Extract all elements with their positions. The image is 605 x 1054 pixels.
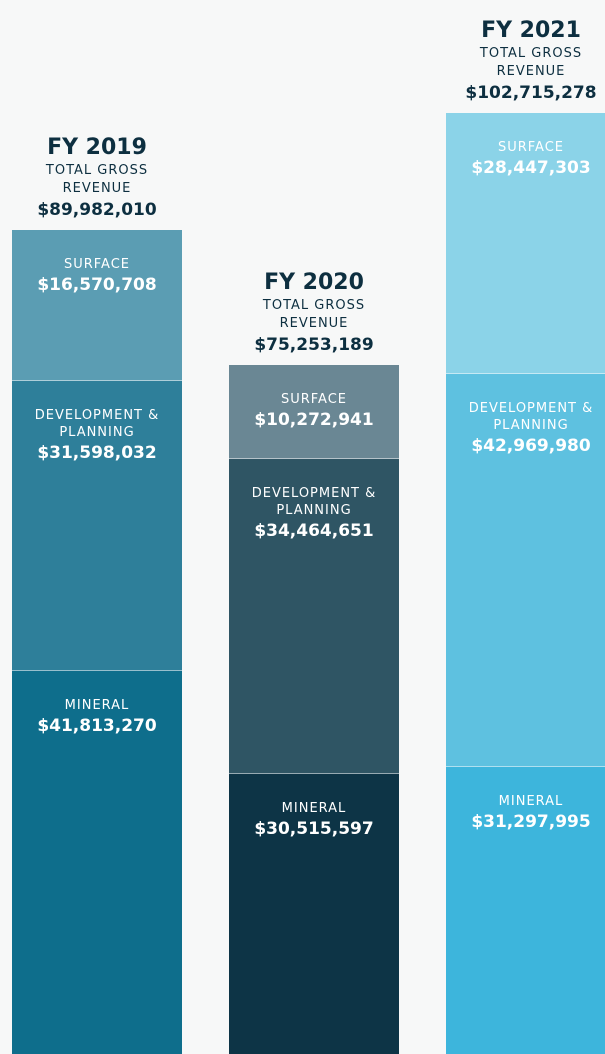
bar-segment: DEVELOPMENT & PLANNING $34,464,651 <box>229 458 399 775</box>
segment-name: DEVELOPMENT & PLANNING <box>251 485 377 518</box>
total-value: $89,982,010 <box>37 199 157 220</box>
segment-name: DEVELOPMENT & PLANNING <box>468 400 594 433</box>
total-value: $75,253,189 <box>254 334 374 355</box>
total-label: TOTAL GROSS REVENUE <box>45 162 149 196</box>
bar-segment: MINERAL $31,297,995 <box>446 767 605 1054</box>
bar-segment: DEVELOPMENT & PLANNING $31,598,032 <box>12 381 182 671</box>
category-label: FY 2019 <box>47 134 147 160</box>
segment-name: SURFACE <box>497 140 565 155</box>
segment-value: $34,464,651 <box>254 520 374 541</box>
segment-value: $30,515,597 <box>254 819 374 840</box>
bar-segment: MINERAL $30,515,597 <box>229 774 399 1054</box>
bar-segment: MINERAL $41,813,270 <box>12 670 182 1054</box>
segment-value: $41,813,270 <box>37 715 157 736</box>
bar-header: FY 2021 TOTAL GROSS REVENUE $102,715,278 <box>446 17 605 105</box>
segment-value: $10,272,941 <box>254 409 374 430</box>
segment-name: MINERAL <box>498 794 564 810</box>
category-label: FY 2020 <box>264 269 364 295</box>
segment-value: $42,969,980 <box>471 435 591 456</box>
segment-name: SURFACE <box>280 391 348 407</box>
bar-segment: SURFACE $16,570,708 <box>12 229 182 382</box>
category-label: FY 2021 <box>481 18 581 43</box>
segment-value: $16,570,708 <box>37 274 157 295</box>
bar-segment: SURFACE $10,272,941 <box>229 364 399 459</box>
segment-name: DEVELOPMENT & PLANNING <box>34 408 160 441</box>
total-value: $102,715,278 <box>465 83 597 103</box>
total-label: TOTAL GROSS REVENUE <box>479 46 583 79</box>
segment-name: MINERAL <box>281 801 347 817</box>
bar-segment: SURFACE $28,447,303 <box>446 113 605 374</box>
bar-header: FY 2019 TOTAL GROSS REVENUE $89,982,010 <box>12 134 182 222</box>
segment-value: $31,598,032 <box>37 443 157 464</box>
segment-name: MINERAL <box>64 697 130 713</box>
segment-name: SURFACE <box>63 256 131 272</box>
segment-value: $28,447,303 <box>471 158 591 178</box>
bar-segment: DEVELOPMENT & PLANNING $42,969,980 <box>446 373 605 768</box>
total-label: TOTAL GROSS REVENUE <box>262 297 366 331</box>
bar-header: FY 2020 TOTAL GROSS REVENUE $75,253,189 <box>229 269 399 357</box>
segment-value: $31,297,995 <box>471 812 591 833</box>
